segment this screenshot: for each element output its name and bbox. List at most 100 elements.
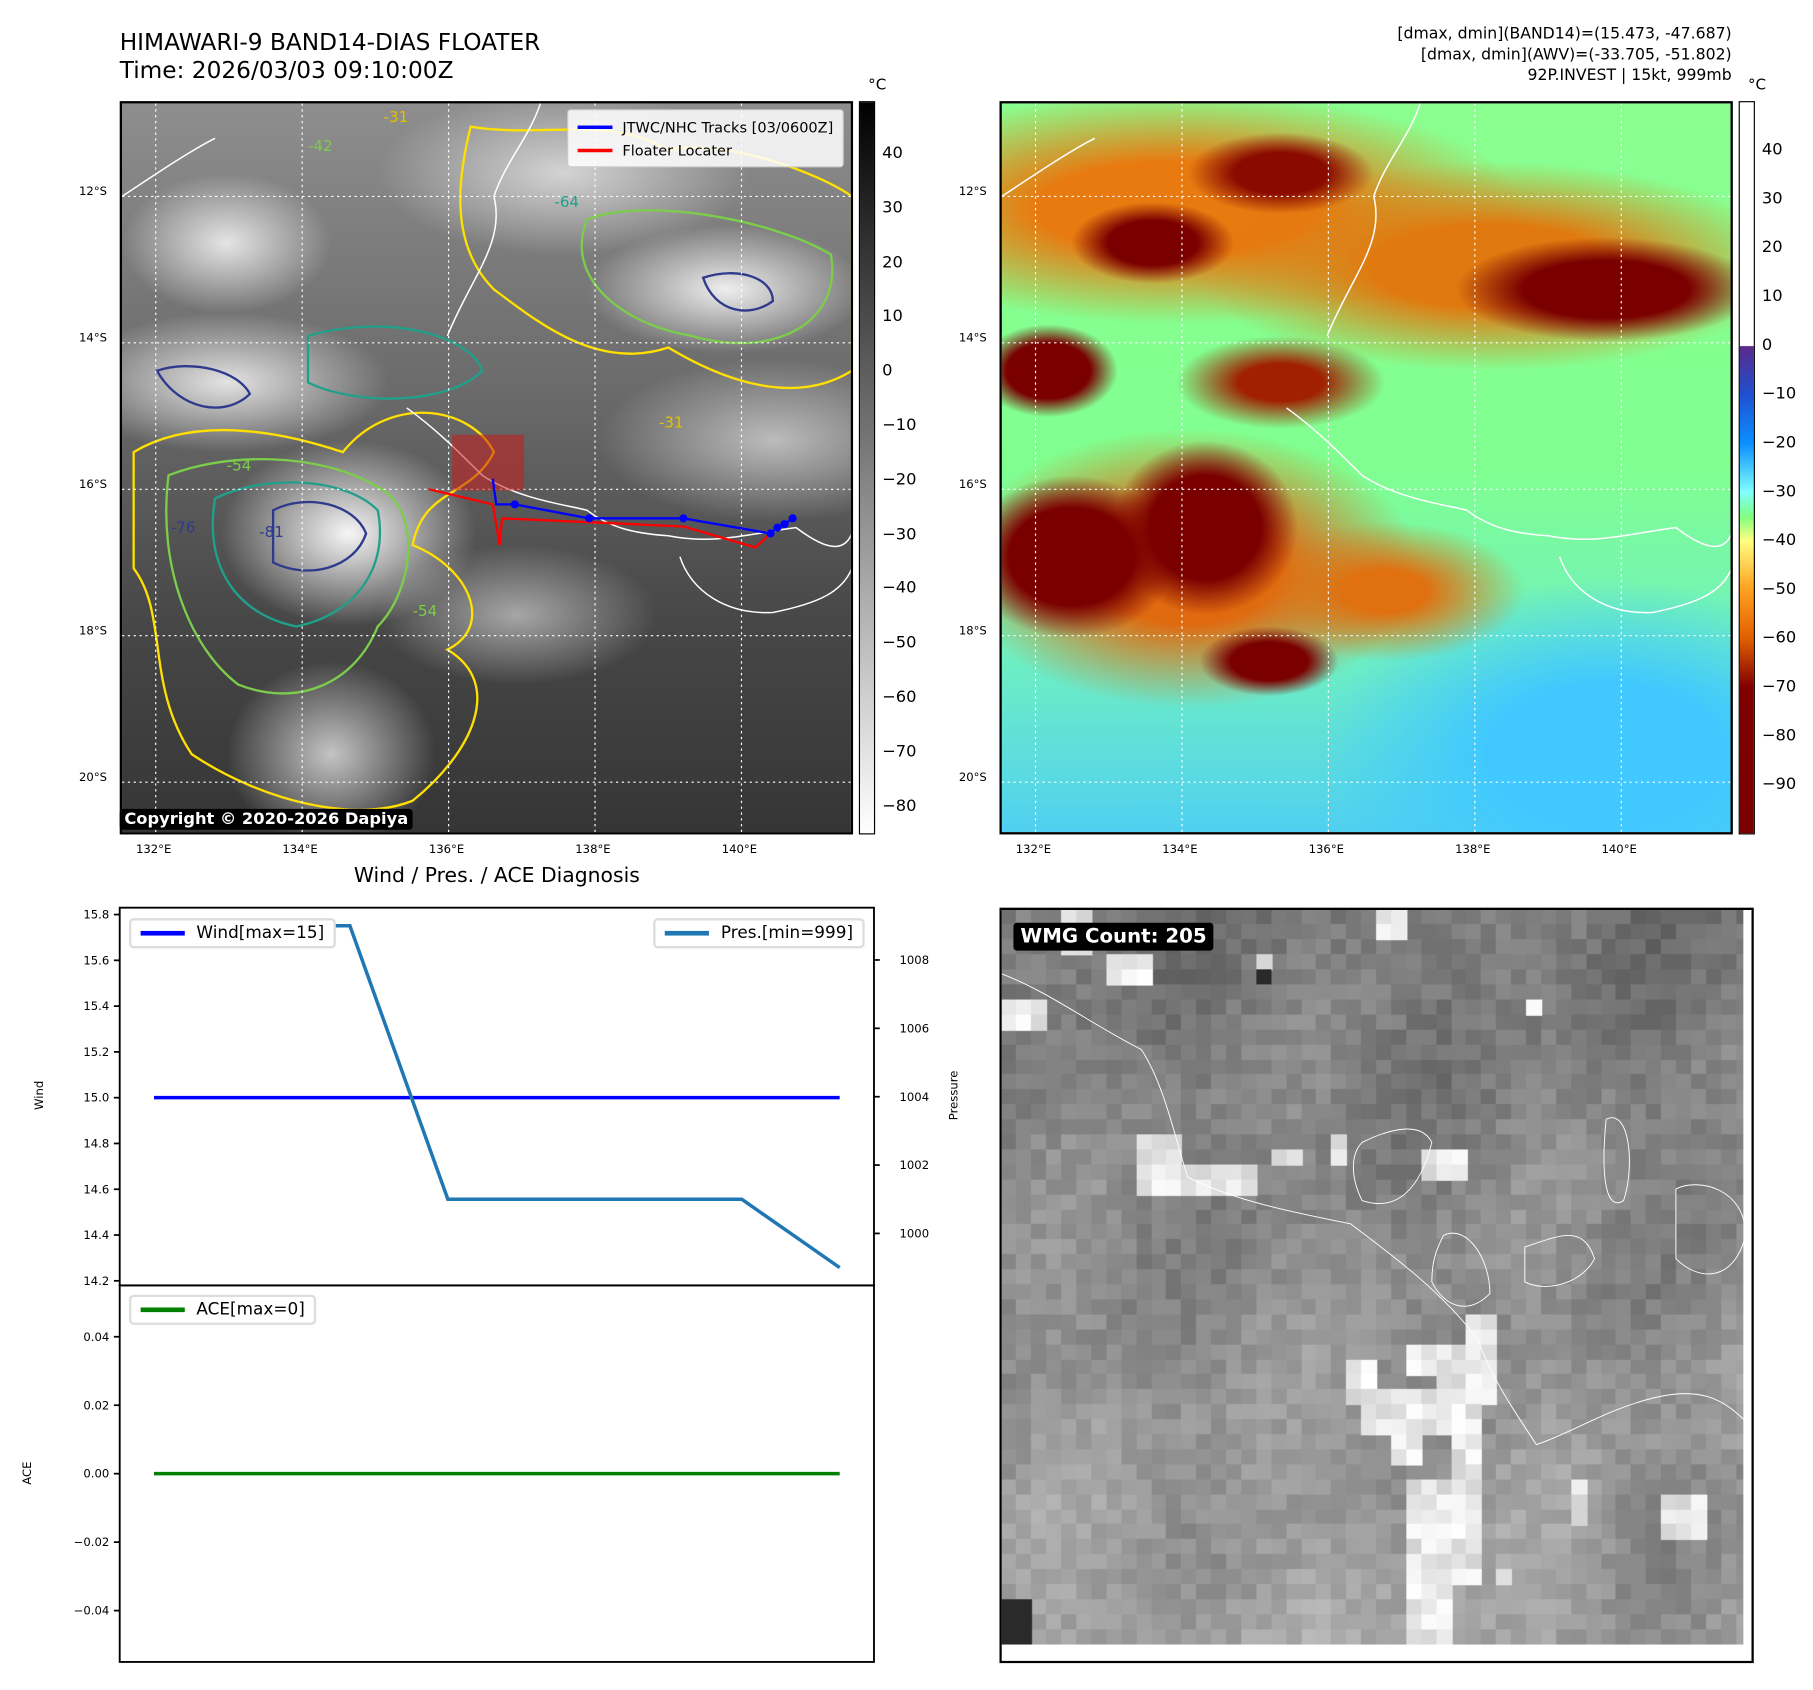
y-tick-label: 0.00 xyxy=(83,1467,109,1481)
colorbar-tick-label: 20 xyxy=(1761,238,1783,257)
colorbar-tick-label: 10 xyxy=(882,307,903,326)
lon-label: 138°E xyxy=(1455,843,1491,857)
contour-blue xyxy=(271,500,368,572)
wmg-panel xyxy=(999,907,1754,1664)
chart-title: Wind / Pres. / ACE Diagnosis xyxy=(353,864,640,888)
y-tick-label: 14.8 xyxy=(83,1137,109,1151)
contour-label: -81 xyxy=(259,524,284,542)
legend-item-floater: Floater Locater xyxy=(578,138,833,161)
stats-text: [dmax, dmin](BAND14)=(15.473, -47.687) [… xyxy=(1397,23,1731,86)
y2-tick-label: 1002 xyxy=(900,1158,930,1172)
wind-axis-label: Wind xyxy=(33,1080,47,1110)
contour-teal xyxy=(211,481,382,628)
copyright-badge: Copyright © 2020-2026 Dapiya xyxy=(119,808,413,830)
y-tick-label: 15.2 xyxy=(83,1045,109,1059)
lon-label: 140°E xyxy=(1601,843,1637,857)
contour-yellow xyxy=(132,411,496,811)
y-tick-label: 14.2 xyxy=(83,1274,109,1288)
lat-label: 12°S xyxy=(79,185,108,199)
colorbar-tick-label: −90 xyxy=(1761,775,1797,794)
lat-label: 14°S xyxy=(958,332,987,346)
wmg-coastline xyxy=(1001,973,1747,1446)
lat-label: 20°S xyxy=(958,771,987,785)
map-overlay xyxy=(122,103,851,833)
y-tick-label: 15.4 xyxy=(83,999,109,1013)
colorbar-tick-label: −80 xyxy=(882,796,917,816)
lon-label: 136°E xyxy=(1308,843,1344,857)
colorbar-tick-label: 30 xyxy=(1761,189,1783,209)
colorbar-tick-label: 0 xyxy=(882,361,893,381)
stats-line-3: 92P.INVEST | 15kt, 999mb xyxy=(1527,66,1732,85)
lat-label: 18°S xyxy=(958,625,987,639)
lon-label: 138°E xyxy=(575,843,611,857)
colorbar-tick-label: −20 xyxy=(1761,433,1797,453)
y2-tick-label: 1004 xyxy=(900,1090,930,1104)
legend-swatch xyxy=(140,1307,185,1313)
contour-green xyxy=(165,458,410,695)
colorbar-tick-label: −40 xyxy=(882,579,917,598)
y-tick-label: 15.0 xyxy=(83,1091,109,1105)
contour-blue xyxy=(155,365,252,409)
colorbar-tick-label: −20 xyxy=(882,470,917,490)
lat-label: 16°S xyxy=(958,478,987,492)
y2-tick-label: 1000 xyxy=(900,1227,930,1241)
lat-label: 16°S xyxy=(79,478,108,492)
y2-tick-label: 1006 xyxy=(900,1021,930,1035)
coastline xyxy=(122,103,851,614)
legend-label: Pres.[min=999] xyxy=(720,923,854,943)
y2-tick-label: 1008 xyxy=(900,953,930,967)
colorbar-tick-label: −60 xyxy=(1761,628,1797,648)
colorbar-tick-label: −10 xyxy=(882,416,917,435)
colorbar-awv xyxy=(1738,101,1755,835)
colorbar-tick-label: −50 xyxy=(882,633,917,653)
coastline xyxy=(1001,103,1731,614)
lat-label: 18°S xyxy=(79,625,108,639)
colorbar-tick-label: −50 xyxy=(1761,579,1797,599)
diagnosis-chart: 15.8 15.6 15.4 15.2 15.0 14.8 14.6 14.4 14.2 1008… xyxy=(74,906,930,1663)
colorbar-tick-label: −70 xyxy=(1761,677,1797,697)
colorbar-tick-label: −80 xyxy=(1761,726,1797,745)
legend-swatch xyxy=(578,148,614,152)
gridlines xyxy=(1001,103,1731,833)
floater-locater-box xyxy=(452,434,525,491)
contour-label: -31 xyxy=(383,109,409,127)
awv-map xyxy=(999,101,1733,835)
y-tick-label: 14.4 xyxy=(83,1228,109,1242)
gridlines xyxy=(122,103,851,833)
colorbar-unit: °C xyxy=(1747,76,1767,95)
legend-label: ACE[max=0] xyxy=(196,1300,305,1320)
y-tick-label: 14.6 xyxy=(83,1182,109,1196)
legend-wind: Wind[max=15] xyxy=(129,918,336,949)
lon-label: 136°E xyxy=(428,843,465,857)
colorbar-tick-label: −30 xyxy=(1761,482,1797,501)
lat-label: 20°S xyxy=(79,771,108,785)
legend-swatch xyxy=(140,930,185,936)
colorbar-tick-label: −40 xyxy=(1761,531,1797,550)
legend-item-jtwc: JTWC/NHC Tracks [03/0600Z] xyxy=(578,115,833,138)
map-legend: JTWC/NHC Tracks [03/0600Z] Floater Locat… xyxy=(567,109,844,168)
colorbar-tick-label: 0 xyxy=(1761,335,1773,355)
colorbar-tick-label: 30 xyxy=(882,198,903,218)
colorbar-tick-label: −60 xyxy=(882,688,917,707)
colorbar-tick-label: −70 xyxy=(882,742,917,762)
legend-swatch xyxy=(578,124,614,129)
stats-line-2: [dmax, dmin](AWV)=(-33.705, -51.802) xyxy=(1420,45,1732,64)
contour-label: -54 xyxy=(226,457,252,476)
pressure-axis-label: Pressure xyxy=(948,1070,961,1121)
colorbar-tick-label: 40 xyxy=(1761,140,1783,160)
lat-label: 12°S xyxy=(958,185,987,199)
stats-line-1: [dmax, dmin](BAND14)=(15.473, -47.687) xyxy=(1397,24,1732,44)
colorbar-unit: °C xyxy=(868,76,887,95)
wmg-count-badge: WMG Count: 205 xyxy=(1013,922,1214,951)
map-overlay xyxy=(1001,103,1731,833)
colorbar-tick-label: 40 xyxy=(882,144,903,163)
contour-label: -31 xyxy=(658,414,684,433)
y-tick-label: −0.04 xyxy=(74,1604,110,1618)
lon-label: 134°E xyxy=(1162,843,1198,857)
figure-title: HIMAWARI-9 BAND14-DIAS FLOATER Time: 202… xyxy=(120,28,541,84)
title-line-2: Time: 2026/03/03 09:10:00Z xyxy=(119,55,454,84)
legend-swatch xyxy=(665,930,710,936)
floater-locater-track xyxy=(428,488,772,549)
ace-axis-label: ACE xyxy=(21,1461,35,1485)
wmg-image xyxy=(1001,910,1752,1661)
